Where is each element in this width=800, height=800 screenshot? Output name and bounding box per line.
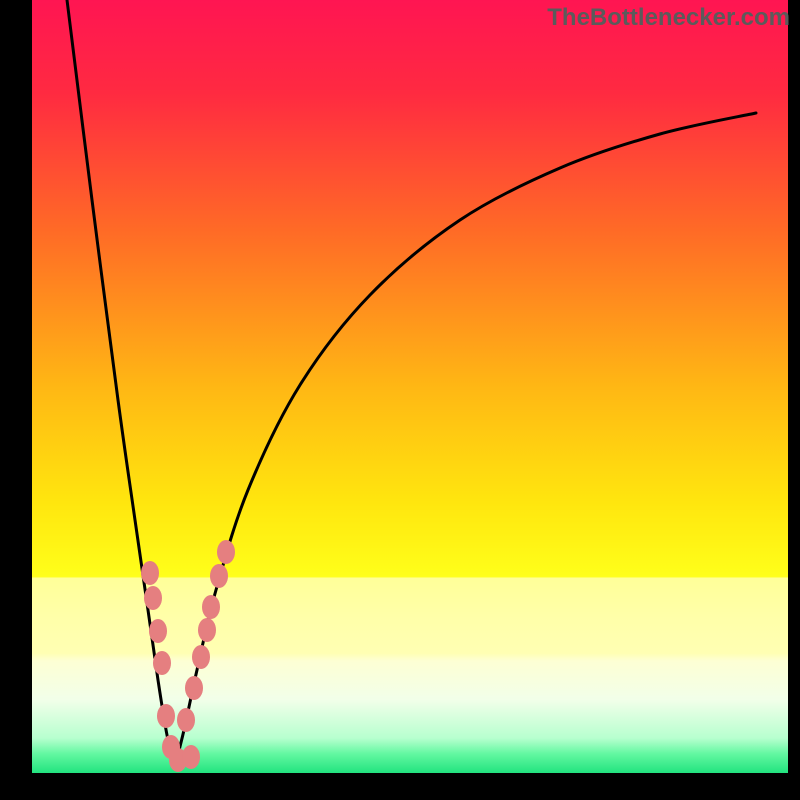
data-marker <box>202 595 220 619</box>
data-marker <box>157 704 175 728</box>
data-marker <box>198 618 216 642</box>
watermark-text: TheBottlenecker.com <box>547 4 790 32</box>
frame-right <box>788 0 800 800</box>
data-marker <box>192 645 210 669</box>
frame-bottom <box>0 773 800 800</box>
data-marker <box>217 540 235 564</box>
frame-left <box>0 0 32 800</box>
chart-svg <box>32 0 788 773</box>
data-marker <box>182 745 200 769</box>
data-marker <box>185 676 203 700</box>
data-marker <box>144 586 162 610</box>
data-marker <box>149 619 167 643</box>
data-marker <box>153 651 171 675</box>
data-marker <box>210 564 228 588</box>
plot-area <box>32 0 788 773</box>
data-marker <box>141 561 159 585</box>
data-marker <box>177 708 195 732</box>
gradient-background <box>32 0 788 773</box>
